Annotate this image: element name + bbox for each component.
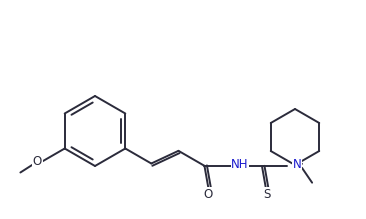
Text: O: O	[33, 155, 42, 168]
Text: N: N	[292, 158, 301, 171]
Text: NH: NH	[231, 158, 249, 171]
Text: O: O	[203, 188, 213, 201]
Text: S: S	[264, 188, 271, 201]
